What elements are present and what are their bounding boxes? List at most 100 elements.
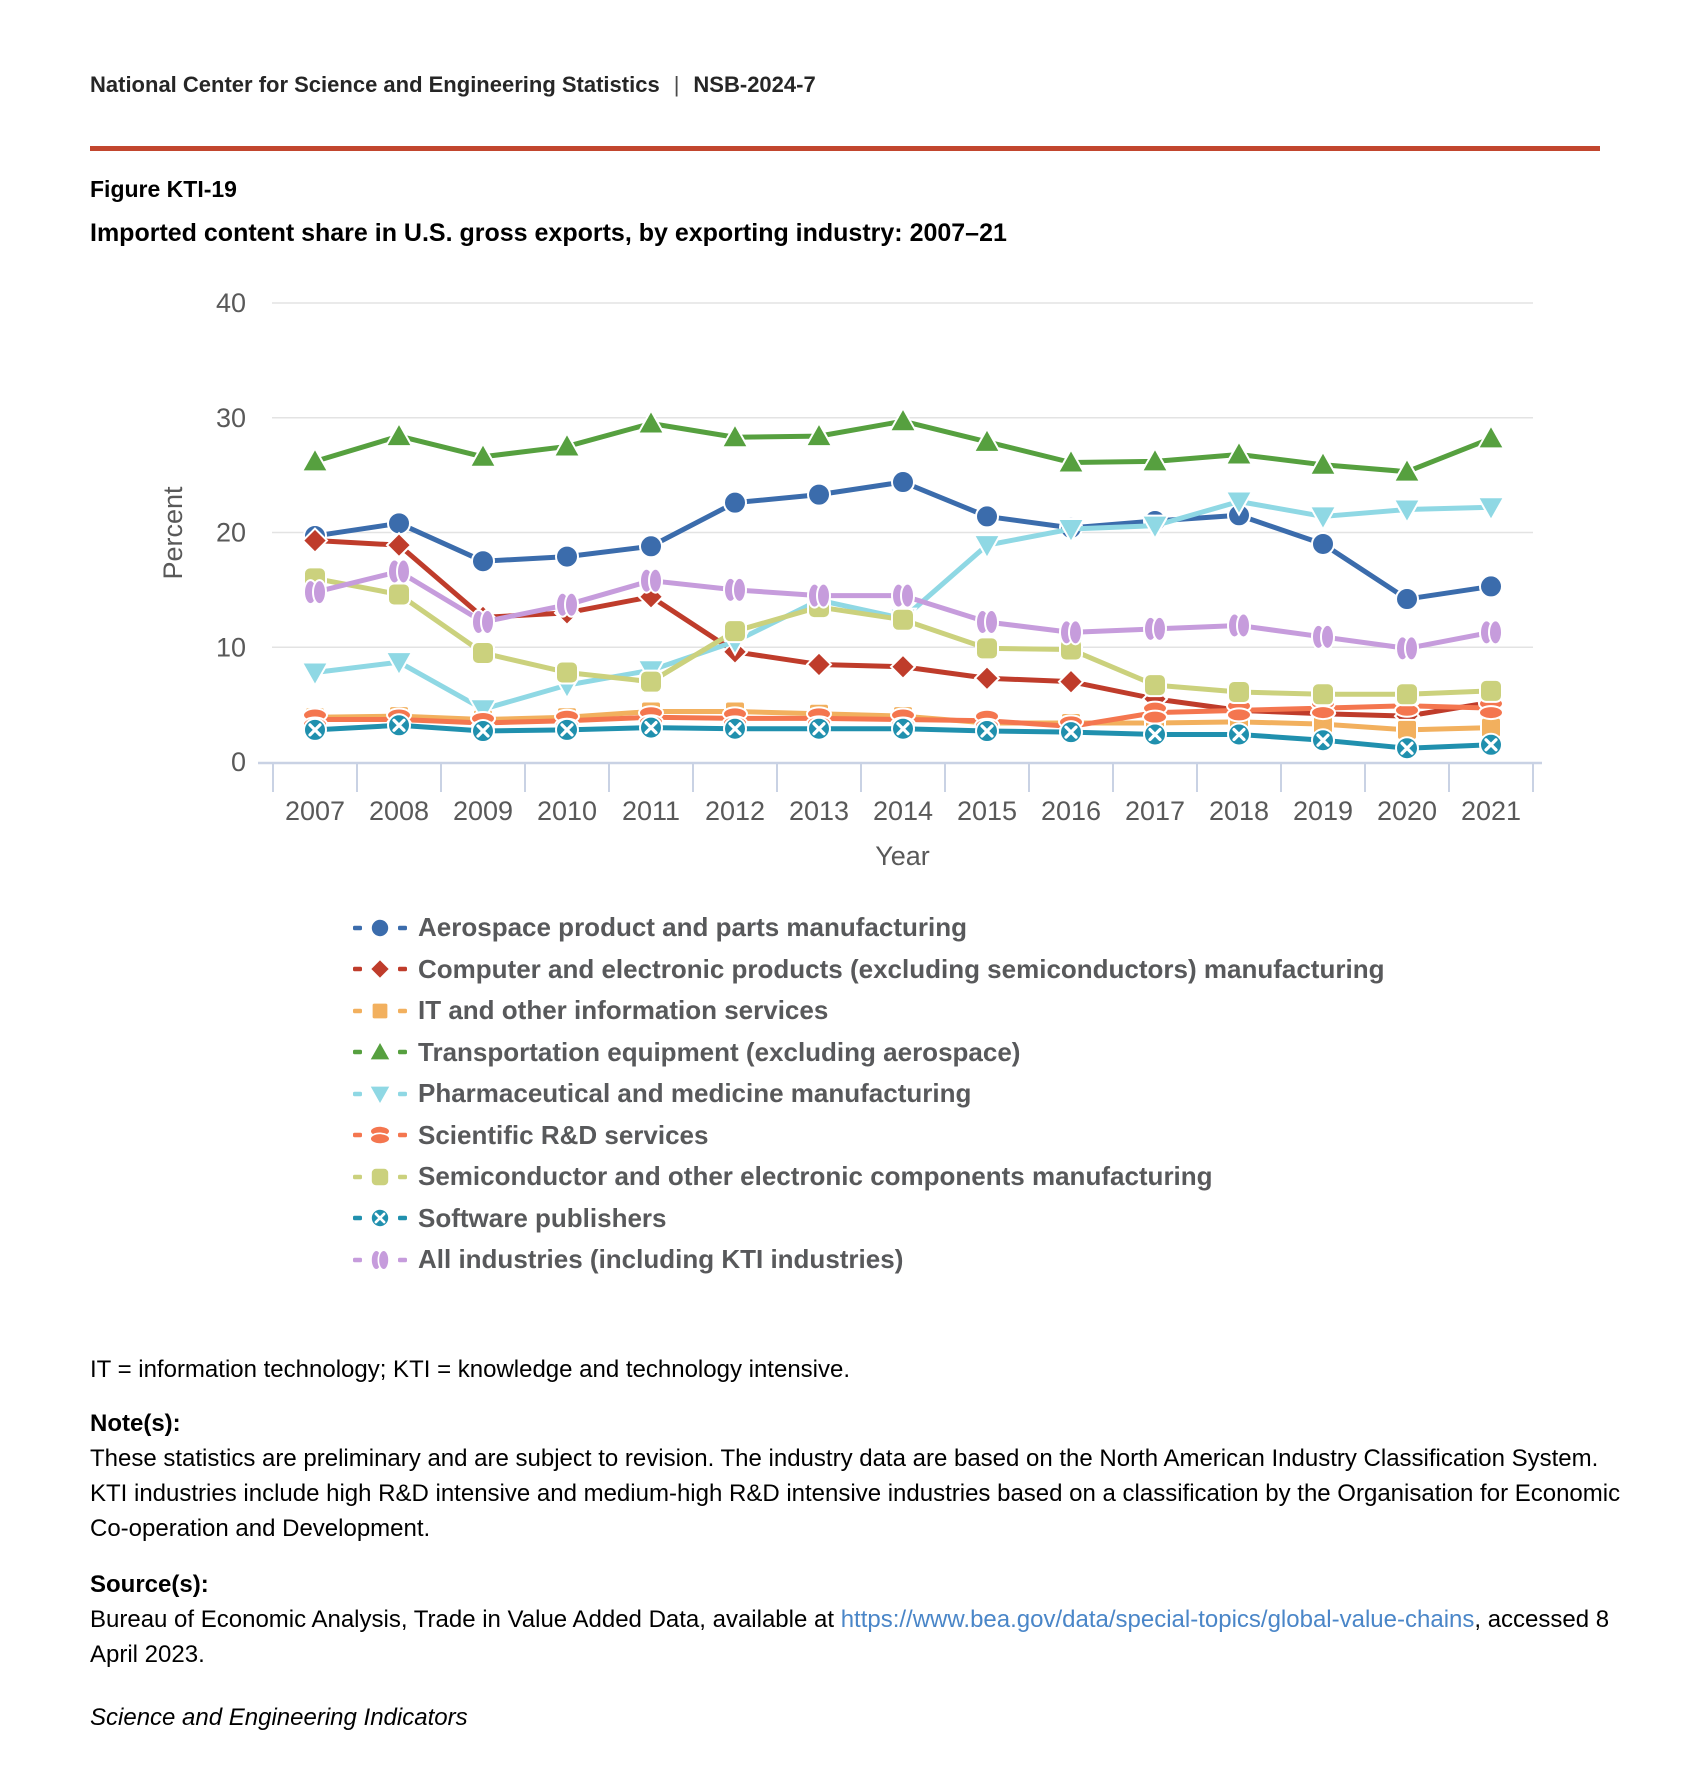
peanut-v-marker — [1311, 623, 1335, 650]
peanut-v-marker — [1395, 635, 1419, 662]
source-text-suffix: , accessed 8 April 2023. — [90, 1606, 1610, 1668]
legend-item-pharmaceutical: Pharmaceutical and medicine manufacturin… — [352, 1073, 1384, 1115]
circle-x-marker — [975, 719, 999, 744]
triangle-down-marker — [300, 661, 330, 688]
legend-item-software-publishers: Software publishers — [352, 1198, 1384, 1240]
series-transportation-equipment — [300, 406, 1506, 483]
legend-label: All industries (including KTI industries… — [418, 1244, 904, 1275]
circle-x-marker — [370, 1208, 390, 1229]
rounded-square-marker — [723, 619, 747, 644]
svg-text:2009: 2009 — [453, 796, 513, 826]
peanut-h-marker — [1226, 698, 1252, 723]
circle-x-marker — [723, 716, 747, 741]
circle-x-marker — [1227, 722, 1251, 747]
legend-circle-icon — [353, 917, 407, 938]
triangle-up-marker — [972, 426, 1002, 453]
circle-x-marker — [1059, 720, 1083, 745]
peanut-v-marker — [639, 567, 663, 594]
source-text-prefix: Bureau of Economic Analysis, Trade in Va… — [90, 1606, 841, 1633]
header-org: National Center for Science and Engineer… — [90, 72, 660, 97]
svg-text:2017: 2017 — [1125, 796, 1185, 826]
legend-label: Software publishers — [418, 1202, 667, 1233]
series-all-industries — [303, 558, 1503, 662]
triangle-down-marker — [1140, 514, 1170, 541]
abbreviation-note: IT = information technology; KTI = knowl… — [90, 1356, 851, 1383]
diamond-marker — [301, 527, 329, 554]
publication-title: Science and Engineering Indicators — [90, 1704, 468, 1731]
diamond-marker — [385, 531, 413, 559]
peanut-v-marker — [975, 609, 999, 636]
header-rule — [90, 146, 1600, 151]
legend-triangle-up-icon — [353, 1039, 407, 1062]
circle-x-marker — [807, 716, 831, 741]
line-chart: 0 10 20 30 40 2007 2008 2009 2010 2011 2012 2013 201… — [158, 288, 1542, 871]
triangle-down-marker — [1308, 505, 1338, 532]
legend-diamond-icon — [353, 958, 407, 981]
notes-text: These statistics are preliminary and are… — [90, 1445, 1621, 1542]
y-axis-title: Percent — [158, 486, 188, 580]
rounded-square-marker — [555, 660, 579, 685]
svg-text:40: 40 — [216, 288, 246, 318]
chart-legend: Aerospace product and parts manufacturin… — [352, 907, 1384, 1281]
circle-x-marker — [1143, 722, 1167, 747]
triangle-up-marker — [1476, 423, 1506, 450]
legend-label: IT and other information services — [418, 995, 829, 1026]
triangle-up-marker — [804, 421, 834, 448]
peanut-v-marker — [1143, 615, 1167, 642]
circle-marker — [555, 544, 579, 569]
svg-text:2016: 2016 — [1041, 796, 1101, 826]
svg-text:30: 30 — [216, 403, 246, 433]
triangle-up-marker — [384, 421, 414, 448]
sources-text: Bureau of Economic Analysis, Trade in Va… — [90, 1602, 1635, 1672]
triangle-down-marker — [972, 534, 1002, 561]
triangle-up-marker — [720, 422, 750, 449]
triangle-down-marker — [367, 1084, 393, 1107]
peanut-v-marker — [471, 609, 495, 636]
svg-text:0: 0 — [231, 747, 246, 777]
notes-heading: Note(s): — [90, 1410, 181, 1437]
x-axis-title: Year — [875, 841, 930, 871]
legend-item-semiconductor: Semiconductor and other electronic compo… — [352, 1156, 1384, 1198]
svg-text:2014: 2014 — [873, 796, 933, 826]
circle-marker — [807, 482, 831, 507]
svg-text:2008: 2008 — [369, 796, 429, 826]
svg-text:2013: 2013 — [789, 796, 849, 826]
legend-label: Computer and electronic products (exclud… — [418, 953, 1385, 984]
legend-circle-x-icon — [353, 1208, 407, 1229]
triangle-up-marker — [1392, 456, 1422, 483]
y-tick-labels: 0 10 20 30 40 — [216, 288, 246, 777]
circle-x-marker — [303, 717, 327, 742]
peanut-v-marker — [1479, 619, 1503, 646]
svg-text:2010: 2010 — [537, 796, 597, 826]
triangle-up-marker — [1308, 449, 1338, 476]
legend-rounded-square-icon — [353, 1166, 407, 1187]
peanut-v-marker — [807, 582, 831, 609]
legend-label: Scientific R&D services — [418, 1119, 709, 1150]
triangle-down-marker — [1224, 490, 1254, 517]
triangle-up-marker — [468, 441, 498, 468]
peanut-v-marker — [1059, 619, 1083, 646]
svg-text:10: 10 — [216, 632, 246, 662]
peanut-v-marker — [387, 558, 411, 585]
peanut-h-marker — [1142, 700, 1168, 725]
legend-item-all-industries: All industries (including KTI industries… — [352, 1239, 1384, 1281]
circle-x-marker — [471, 719, 495, 744]
peanut-v-marker — [1227, 612, 1251, 639]
diamond-marker — [889, 653, 917, 681]
circle-marker — [975, 504, 999, 529]
circle-x-marker — [1395, 736, 1419, 761]
rounded-square-marker — [891, 607, 915, 632]
peanut-v-marker — [303, 579, 327, 606]
legend-peanut-h-icon — [353, 1125, 407, 1146]
rounded-square-marker — [1395, 682, 1419, 707]
square-marker — [370, 1001, 390, 1020]
rounded-square-marker — [471, 640, 495, 665]
source-link[interactable]: https://www.bea.gov/data/special-topics/… — [840, 1606, 1475, 1633]
triangle-up-marker — [367, 1039, 393, 1062]
peanut-v-marker — [891, 582, 915, 609]
rounded-square-marker — [1143, 673, 1167, 698]
triangle-up-marker — [636, 408, 666, 435]
peanut-v-marker — [370, 1249, 390, 1271]
legend-label: Aerospace product and parts manufacturin… — [418, 912, 967, 943]
